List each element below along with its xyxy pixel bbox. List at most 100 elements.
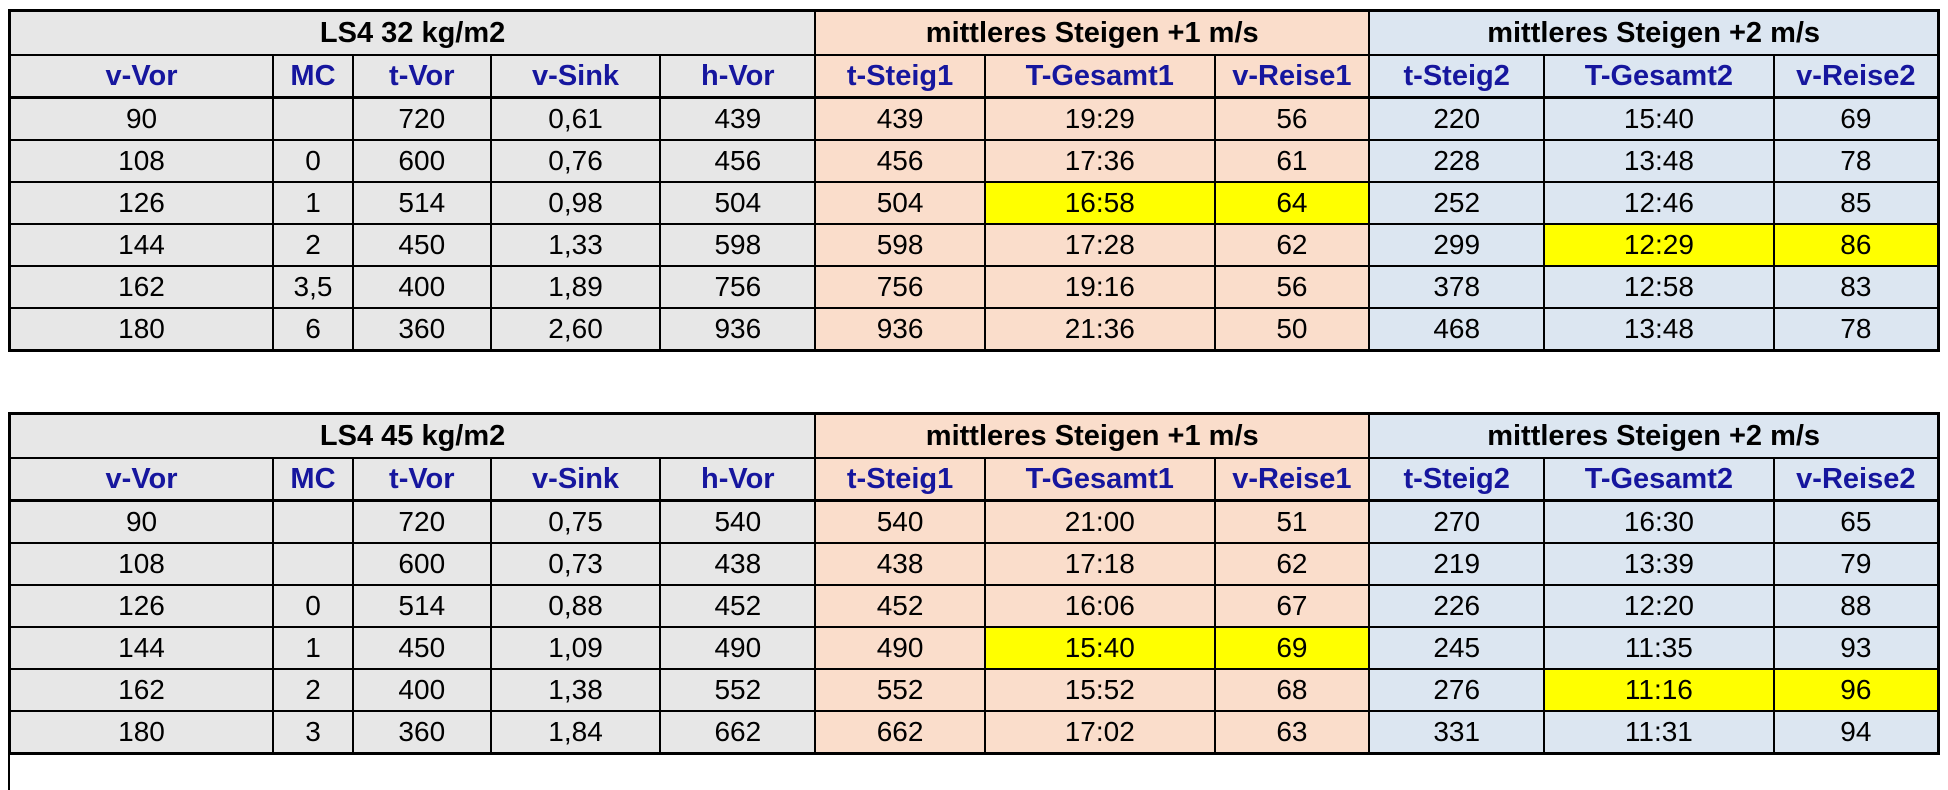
table-cell[interactable]: 1 bbox=[272, 626, 354, 670]
table-cell[interactable]: 514 bbox=[351, 181, 492, 225]
table-cell[interactable]: 78 bbox=[1772, 307, 1940, 352]
table-cell[interactable]: 504 bbox=[814, 181, 986, 225]
column-header-t-steig2[interactable]: t-Steig2 bbox=[1368, 54, 1546, 99]
table-cell[interactable]: 21:36 bbox=[983, 307, 1216, 352]
table-cell[interactable]: 378 bbox=[1368, 265, 1546, 309]
table-cell[interactable]: 16:06 bbox=[983, 584, 1216, 628]
table-cell[interactable]: 6 bbox=[272, 307, 354, 352]
table-cell[interactable]: 108 bbox=[8, 542, 275, 586]
table-cell[interactable]: 83 bbox=[1772, 265, 1940, 309]
table-cell[interactable]: 90 bbox=[8, 96, 275, 141]
highlighted-cell[interactable]: 64 bbox=[1213, 181, 1371, 225]
column-header-h-vor[interactable]: h-Vor bbox=[659, 54, 817, 99]
table-cell[interactable]: 17:28 bbox=[983, 223, 1216, 267]
table-cell[interactable]: 78 bbox=[1772, 139, 1940, 183]
table-cell[interactable]: 226 bbox=[1368, 584, 1546, 628]
column-header-t-steig2[interactable]: t-Steig2 bbox=[1368, 457, 1546, 502]
table-cell[interactable]: 62 bbox=[1213, 542, 1371, 586]
table-cell[interactable]: 720 bbox=[351, 96, 492, 141]
table-cell[interactable]: 270 bbox=[1368, 499, 1546, 544]
table-cell[interactable]: 63 bbox=[1213, 710, 1371, 755]
table-cell[interactable]: 144 bbox=[8, 626, 275, 670]
column-header-v-vor[interactable]: v-Vor bbox=[8, 54, 275, 99]
table-cell[interactable]: 12:20 bbox=[1543, 584, 1775, 628]
table-cell[interactable]: 276 bbox=[1368, 668, 1546, 712]
highlighted-cell[interactable]: 11:16 bbox=[1543, 668, 1775, 712]
table-title[interactable]: LS4 32 kg/m2 bbox=[8, 9, 817, 56]
table-cell[interactable]: 1,33 bbox=[489, 223, 662, 267]
table-cell[interactable]: 490 bbox=[659, 626, 817, 670]
table-cell[interactable]: 68 bbox=[1213, 668, 1371, 712]
table-cell[interactable]: 2,60 bbox=[489, 307, 662, 352]
table-cell[interactable]: 936 bbox=[659, 307, 817, 352]
table-cell[interactable]: 400 bbox=[351, 265, 492, 309]
table-cell[interactable]: 936 bbox=[814, 307, 986, 352]
column-header-v-vor[interactable]: v-Vor bbox=[8, 457, 275, 502]
column-header-mc[interactable]: MC bbox=[272, 457, 354, 502]
table-cell[interactable]: 756 bbox=[659, 265, 817, 309]
table-cell[interactable]: 11:35 bbox=[1543, 626, 1775, 670]
table-cell[interactable]: 19:16 bbox=[983, 265, 1216, 309]
column-header-t-gesamt1[interactable]: T-Gesamt1 bbox=[983, 457, 1216, 502]
table-title[interactable]: LS4 45 kg/m2 bbox=[8, 412, 817, 459]
table-cell[interactable]: 1,38 bbox=[489, 668, 662, 712]
table-cell[interactable]: 0,73 bbox=[489, 542, 662, 586]
highlighted-cell[interactable]: 15:40 bbox=[983, 626, 1216, 670]
table-cell[interactable]: 438 bbox=[814, 542, 986, 586]
table-cell[interactable]: 15:40 bbox=[1543, 96, 1775, 141]
table-cell[interactable]: 400 bbox=[351, 668, 492, 712]
table-cell[interactable]: 598 bbox=[814, 223, 986, 267]
table-cell[interactable]: 94 bbox=[1772, 710, 1940, 755]
table-cell[interactable] bbox=[272, 499, 354, 544]
table-cell[interactable]: 598 bbox=[659, 223, 817, 267]
table-cell[interactable]: 79 bbox=[1772, 542, 1940, 586]
table-cell[interactable]: 360 bbox=[351, 710, 492, 755]
table-cell[interactable]: 452 bbox=[814, 584, 986, 628]
table-cell[interactable]: 162 bbox=[8, 668, 275, 712]
highlighted-cell[interactable]: 16:58 bbox=[983, 181, 1216, 225]
table-cell[interactable]: 62 bbox=[1213, 223, 1371, 267]
table-cell[interactable]: 452 bbox=[659, 584, 817, 628]
table-cell[interactable]: 17:18 bbox=[983, 542, 1216, 586]
table-cell[interactable]: 3 bbox=[272, 710, 354, 755]
table-cell[interactable]: 245 bbox=[1368, 626, 1546, 670]
column-header-v-reise2[interactable]: v-Reise2 bbox=[1772, 457, 1940, 502]
climb2-title[interactable]: mittleres Steigen +2 m/s bbox=[1368, 412, 1940, 459]
table-cell[interactable]: 85 bbox=[1772, 181, 1940, 225]
table-cell[interactable]: 252 bbox=[1368, 181, 1546, 225]
table-cell[interactable]: 61 bbox=[1213, 139, 1371, 183]
table-cell[interactable]: 12:58 bbox=[1543, 265, 1775, 309]
table-cell[interactable]: 88 bbox=[1772, 584, 1940, 628]
table-cell[interactable]: 2 bbox=[272, 223, 354, 267]
table-cell[interactable]: 67 bbox=[1213, 584, 1371, 628]
table-cell[interactable]: 552 bbox=[814, 668, 986, 712]
table-cell[interactable]: 90 bbox=[8, 499, 275, 544]
climb1-title[interactable]: mittleres Steigen +1 m/s bbox=[814, 412, 1371, 459]
column-header-v-reise1[interactable]: v-Reise1 bbox=[1213, 457, 1371, 502]
table-cell[interactable] bbox=[272, 96, 354, 141]
table-cell[interactable]: 1,89 bbox=[489, 265, 662, 309]
climb1-title[interactable]: mittleres Steigen +1 m/s bbox=[814, 9, 1371, 56]
highlighted-cell[interactable]: 69 bbox=[1213, 626, 1371, 670]
table-cell[interactable] bbox=[272, 542, 354, 586]
table-cell[interactable]: 93 bbox=[1772, 626, 1940, 670]
column-header-t-steig1[interactable]: t-Steig1 bbox=[814, 54, 986, 99]
table-cell[interactable]: 756 bbox=[814, 265, 986, 309]
column-header-mc[interactable]: MC bbox=[272, 54, 354, 99]
table-cell[interactable]: 126 bbox=[8, 181, 275, 225]
table-cell[interactable]: 13:39 bbox=[1543, 542, 1775, 586]
table-cell[interactable]: 1,84 bbox=[489, 710, 662, 755]
column-header-t-vor[interactable]: t-Vor bbox=[351, 457, 492, 502]
column-header-t-gesamt2[interactable]: T-Gesamt2 bbox=[1543, 457, 1775, 502]
column-header-t-vor[interactable]: t-Vor bbox=[351, 54, 492, 99]
table-cell[interactable]: 11:31 bbox=[1543, 710, 1775, 755]
table-cell[interactable]: 180 bbox=[8, 307, 275, 352]
column-header-v-sink[interactable]: v-Sink bbox=[489, 54, 662, 99]
column-header-t-gesamt2[interactable]: T-Gesamt2 bbox=[1543, 54, 1775, 99]
table-cell[interactable]: 56 bbox=[1213, 265, 1371, 309]
table-cell[interactable]: 0,98 bbox=[489, 181, 662, 225]
climb2-title[interactable]: mittleres Steigen +2 m/s bbox=[1368, 9, 1940, 56]
table-cell[interactable]: 17:02 bbox=[983, 710, 1216, 755]
table-cell[interactable]: 3,5 bbox=[272, 265, 354, 309]
table-cell[interactable]: 600 bbox=[351, 542, 492, 586]
